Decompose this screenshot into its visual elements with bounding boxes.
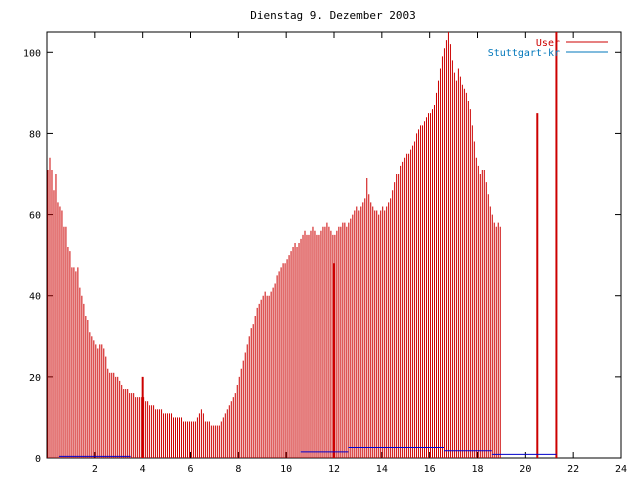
user-series bbox=[47, 32, 558, 458]
y-tick-label: 40 bbox=[29, 292, 41, 303]
legend: User Stuttgart-kr bbox=[488, 38, 608, 59]
x-tick-label: 10 bbox=[280, 464, 292, 475]
x-tick-label: 24 bbox=[615, 464, 627, 475]
legend-entry-user: User bbox=[536, 38, 560, 49]
x-tick-label: 22 bbox=[567, 464, 579, 475]
x-tick-label: 4 bbox=[140, 464, 146, 475]
y-tick-label: 0 bbox=[35, 454, 41, 465]
stuttgart-series bbox=[58, 446, 557, 457]
x-tick-label: 18 bbox=[471, 464, 483, 475]
y-tick-label: 20 bbox=[29, 373, 41, 384]
y-axis: 0 20 40 60 80 100 bbox=[23, 48, 621, 465]
x-tick-label: 20 bbox=[519, 464, 531, 475]
y-tick-label: 60 bbox=[29, 211, 41, 222]
legend-entry-stuttgart: Stuttgart-kr bbox=[488, 48, 560, 59]
x-tick-label: 12 bbox=[328, 464, 340, 475]
x-tick-label: 2 bbox=[92, 464, 98, 475]
x-tick-label: 6 bbox=[187, 464, 193, 475]
chart-title: Dienstag 9. Dezember 2003 bbox=[250, 9, 416, 22]
x-tick-label: 14 bbox=[376, 464, 388, 475]
y-tick-label: 80 bbox=[29, 129, 41, 140]
x-tick-label: 8 bbox=[235, 464, 241, 475]
y-tick-label: 100 bbox=[23, 48, 41, 59]
x-tick-label: 16 bbox=[424, 464, 436, 475]
x-axis: 2 4 6 8 10 12 14 16 18 20 22 24 bbox=[92, 32, 627, 475]
